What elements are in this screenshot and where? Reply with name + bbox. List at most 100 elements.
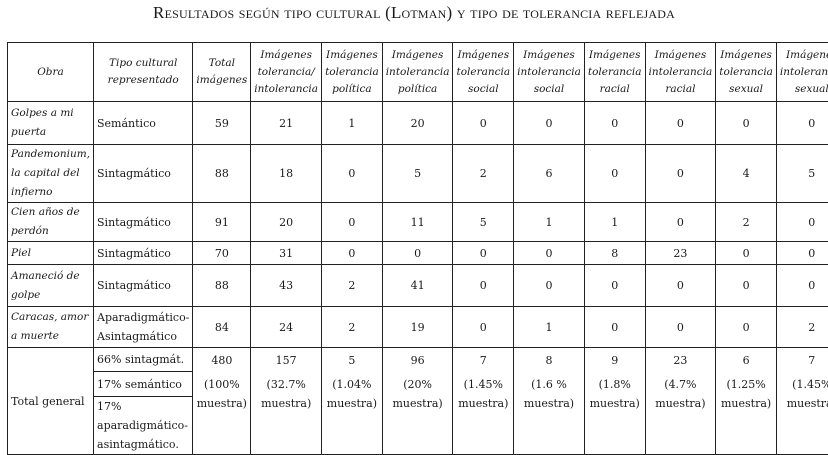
value-cell: 23 xyxy=(644,241,717,265)
obra-cell: Amaneció de golpe xyxy=(6,264,95,307)
value-cell: 0 xyxy=(715,241,777,265)
value-cell: 11 xyxy=(381,202,454,242)
column-header: Tipo cultural representado xyxy=(93,42,194,102)
table-row: Pandemonium, la capital del infierno Sint… xyxy=(6,144,828,203)
value-cell: 88 xyxy=(192,264,252,307)
total-value-cell: 8 (1.6 % muestra) xyxy=(513,347,585,455)
column-header: Imágenes intolerancia sexual xyxy=(775,42,828,102)
value-cell: 59 xyxy=(192,101,252,145)
total-percent: (1.45% muestra) xyxy=(786,378,828,410)
value-cell: 0 xyxy=(583,144,646,203)
value-cell: 0 xyxy=(583,101,646,145)
tipo-cell: Sintagmático xyxy=(93,202,194,242)
obra-cell: Cien años de perdón xyxy=(6,202,95,242)
value-cell: 91 xyxy=(192,202,252,242)
value-cell: 0 xyxy=(513,101,585,145)
tipo-cell: Sintagmático xyxy=(93,241,194,265)
value-cell: 5 xyxy=(381,144,454,203)
table-row: Amaneció de golpe Sintagmático 88 43 2 41 0 0 0 0… xyxy=(6,264,828,307)
total-count: 23 xyxy=(673,354,688,367)
column-header: Total imágenes xyxy=(192,42,252,102)
total-percent: (4.7% muestra) xyxy=(655,378,706,410)
value-cell: 0 xyxy=(715,264,777,307)
value-cell: 21 xyxy=(250,101,323,145)
value-cell: 0 xyxy=(715,101,777,145)
value-cell: 1 xyxy=(513,202,585,242)
value-cell: 2 xyxy=(321,264,383,307)
total-value-cell: 5 (1.04% muestra) xyxy=(321,347,383,455)
total-count: 480 xyxy=(211,354,233,367)
tipo-cell: Sintagmático xyxy=(93,144,194,203)
value-cell: 0 xyxy=(452,101,515,145)
column-header: Imágenes tolerancia sexual xyxy=(715,42,777,102)
total-percent: (1.6 % muestra) xyxy=(523,378,575,410)
value-cell: 0 xyxy=(452,264,515,307)
column-header: Imágenes tolerancia política xyxy=(321,42,383,102)
column-header: Imágenes intolerancia racial xyxy=(644,42,717,102)
total-percent: (1.45% muestra) xyxy=(458,378,509,410)
total-tipo: 17% aparadigmático-asintagmático. xyxy=(93,396,194,455)
value-cell: 0 xyxy=(644,202,717,242)
table-row: Caracas, amor a muerte Aparadigmático-Asi… xyxy=(6,306,828,348)
obra-cell: Caracas, amor a muerte xyxy=(6,306,95,348)
column-header: Imágenes tolerancia social xyxy=(452,42,515,102)
column-header: Imágenes tolerancia/ intolerancia xyxy=(250,42,323,102)
value-cell: 2 xyxy=(775,306,828,348)
total-count: 7 xyxy=(479,354,487,367)
total-count: 157 xyxy=(275,354,297,367)
total-count: 96 xyxy=(410,354,425,367)
tipo-cell: Aparadigmático-Asintagmático xyxy=(93,306,194,348)
total-value-cell: 7 (1.45% muestra) xyxy=(775,347,828,455)
value-cell: 4 xyxy=(715,144,777,203)
total-count: 7 xyxy=(808,354,816,367)
value-cell: 6 xyxy=(513,144,585,203)
total-percent: (100% muestra) xyxy=(196,378,247,410)
value-cell: 0 xyxy=(321,241,383,265)
value-cell: 2 xyxy=(715,202,777,242)
value-cell: 20 xyxy=(250,202,323,242)
total-value-cell: 157 (32.7% muestra) xyxy=(250,347,323,455)
results-table: Obra Tipo cultural representado Total imág… xyxy=(6,42,828,455)
obra-cell: Golpes a mi puerta xyxy=(6,101,95,145)
value-cell: 1 xyxy=(583,202,646,242)
total-percent: (1.04% muestra) xyxy=(326,378,377,410)
column-header: Obra xyxy=(6,42,95,102)
total-value-cell: 96 (20% muestra) xyxy=(381,347,454,455)
column-header: Imágenes tolerancia racial xyxy=(583,42,646,102)
value-cell: 5 xyxy=(775,144,828,203)
value-cell: 31 xyxy=(250,241,323,265)
value-cell: 0 xyxy=(381,241,454,265)
total-percent: (1.8% muestra) xyxy=(589,378,640,410)
total-value-cell: 7 (1.45% muestra) xyxy=(452,347,515,455)
value-cell: 0 xyxy=(644,264,717,307)
total-value-cell: 23 (4.7% muestra) xyxy=(644,347,717,455)
value-cell: 84 xyxy=(192,306,252,348)
value-cell: 0 xyxy=(775,264,828,307)
total-value-cell: 6 (1.25% muestra) xyxy=(715,347,777,455)
value-cell: 1 xyxy=(513,306,585,348)
value-cell: 24 xyxy=(250,306,323,348)
value-cell: 0 xyxy=(583,306,646,348)
value-cell: 0 xyxy=(775,241,828,265)
total-tipo: 17% semántico xyxy=(93,371,194,397)
column-header: Imágenes intolerancia social xyxy=(513,42,585,102)
value-cell: 8 xyxy=(583,241,646,265)
value-cell: 43 xyxy=(250,264,323,307)
total-value-cell: 480 (100% muestra) xyxy=(192,347,252,455)
value-cell: 0 xyxy=(452,306,515,348)
value-cell: 0 xyxy=(644,101,717,145)
value-cell: 0 xyxy=(644,144,717,203)
value-cell: 0 xyxy=(321,144,383,203)
total-count: 5 xyxy=(348,354,356,367)
total-percent: (20% muestra) xyxy=(392,378,443,410)
total-value-cell: 9 (1.8% muestra) xyxy=(583,347,646,455)
table-row: Golpes a mi puerta Semántico 59 21 1 20 0 0 0 0 0 0 xyxy=(6,101,828,145)
value-cell: 0 xyxy=(775,202,828,242)
total-count: 8 xyxy=(545,354,553,367)
value-cell: 41 xyxy=(381,264,454,307)
value-cell: 1 xyxy=(321,101,383,145)
total-percent: (32.7% muestra) xyxy=(261,378,312,410)
value-cell: 0 xyxy=(715,306,777,348)
value-cell: 0 xyxy=(321,202,383,242)
total-row: Total general 66% sintagmát. 480 (100% mues… xyxy=(6,347,828,455)
